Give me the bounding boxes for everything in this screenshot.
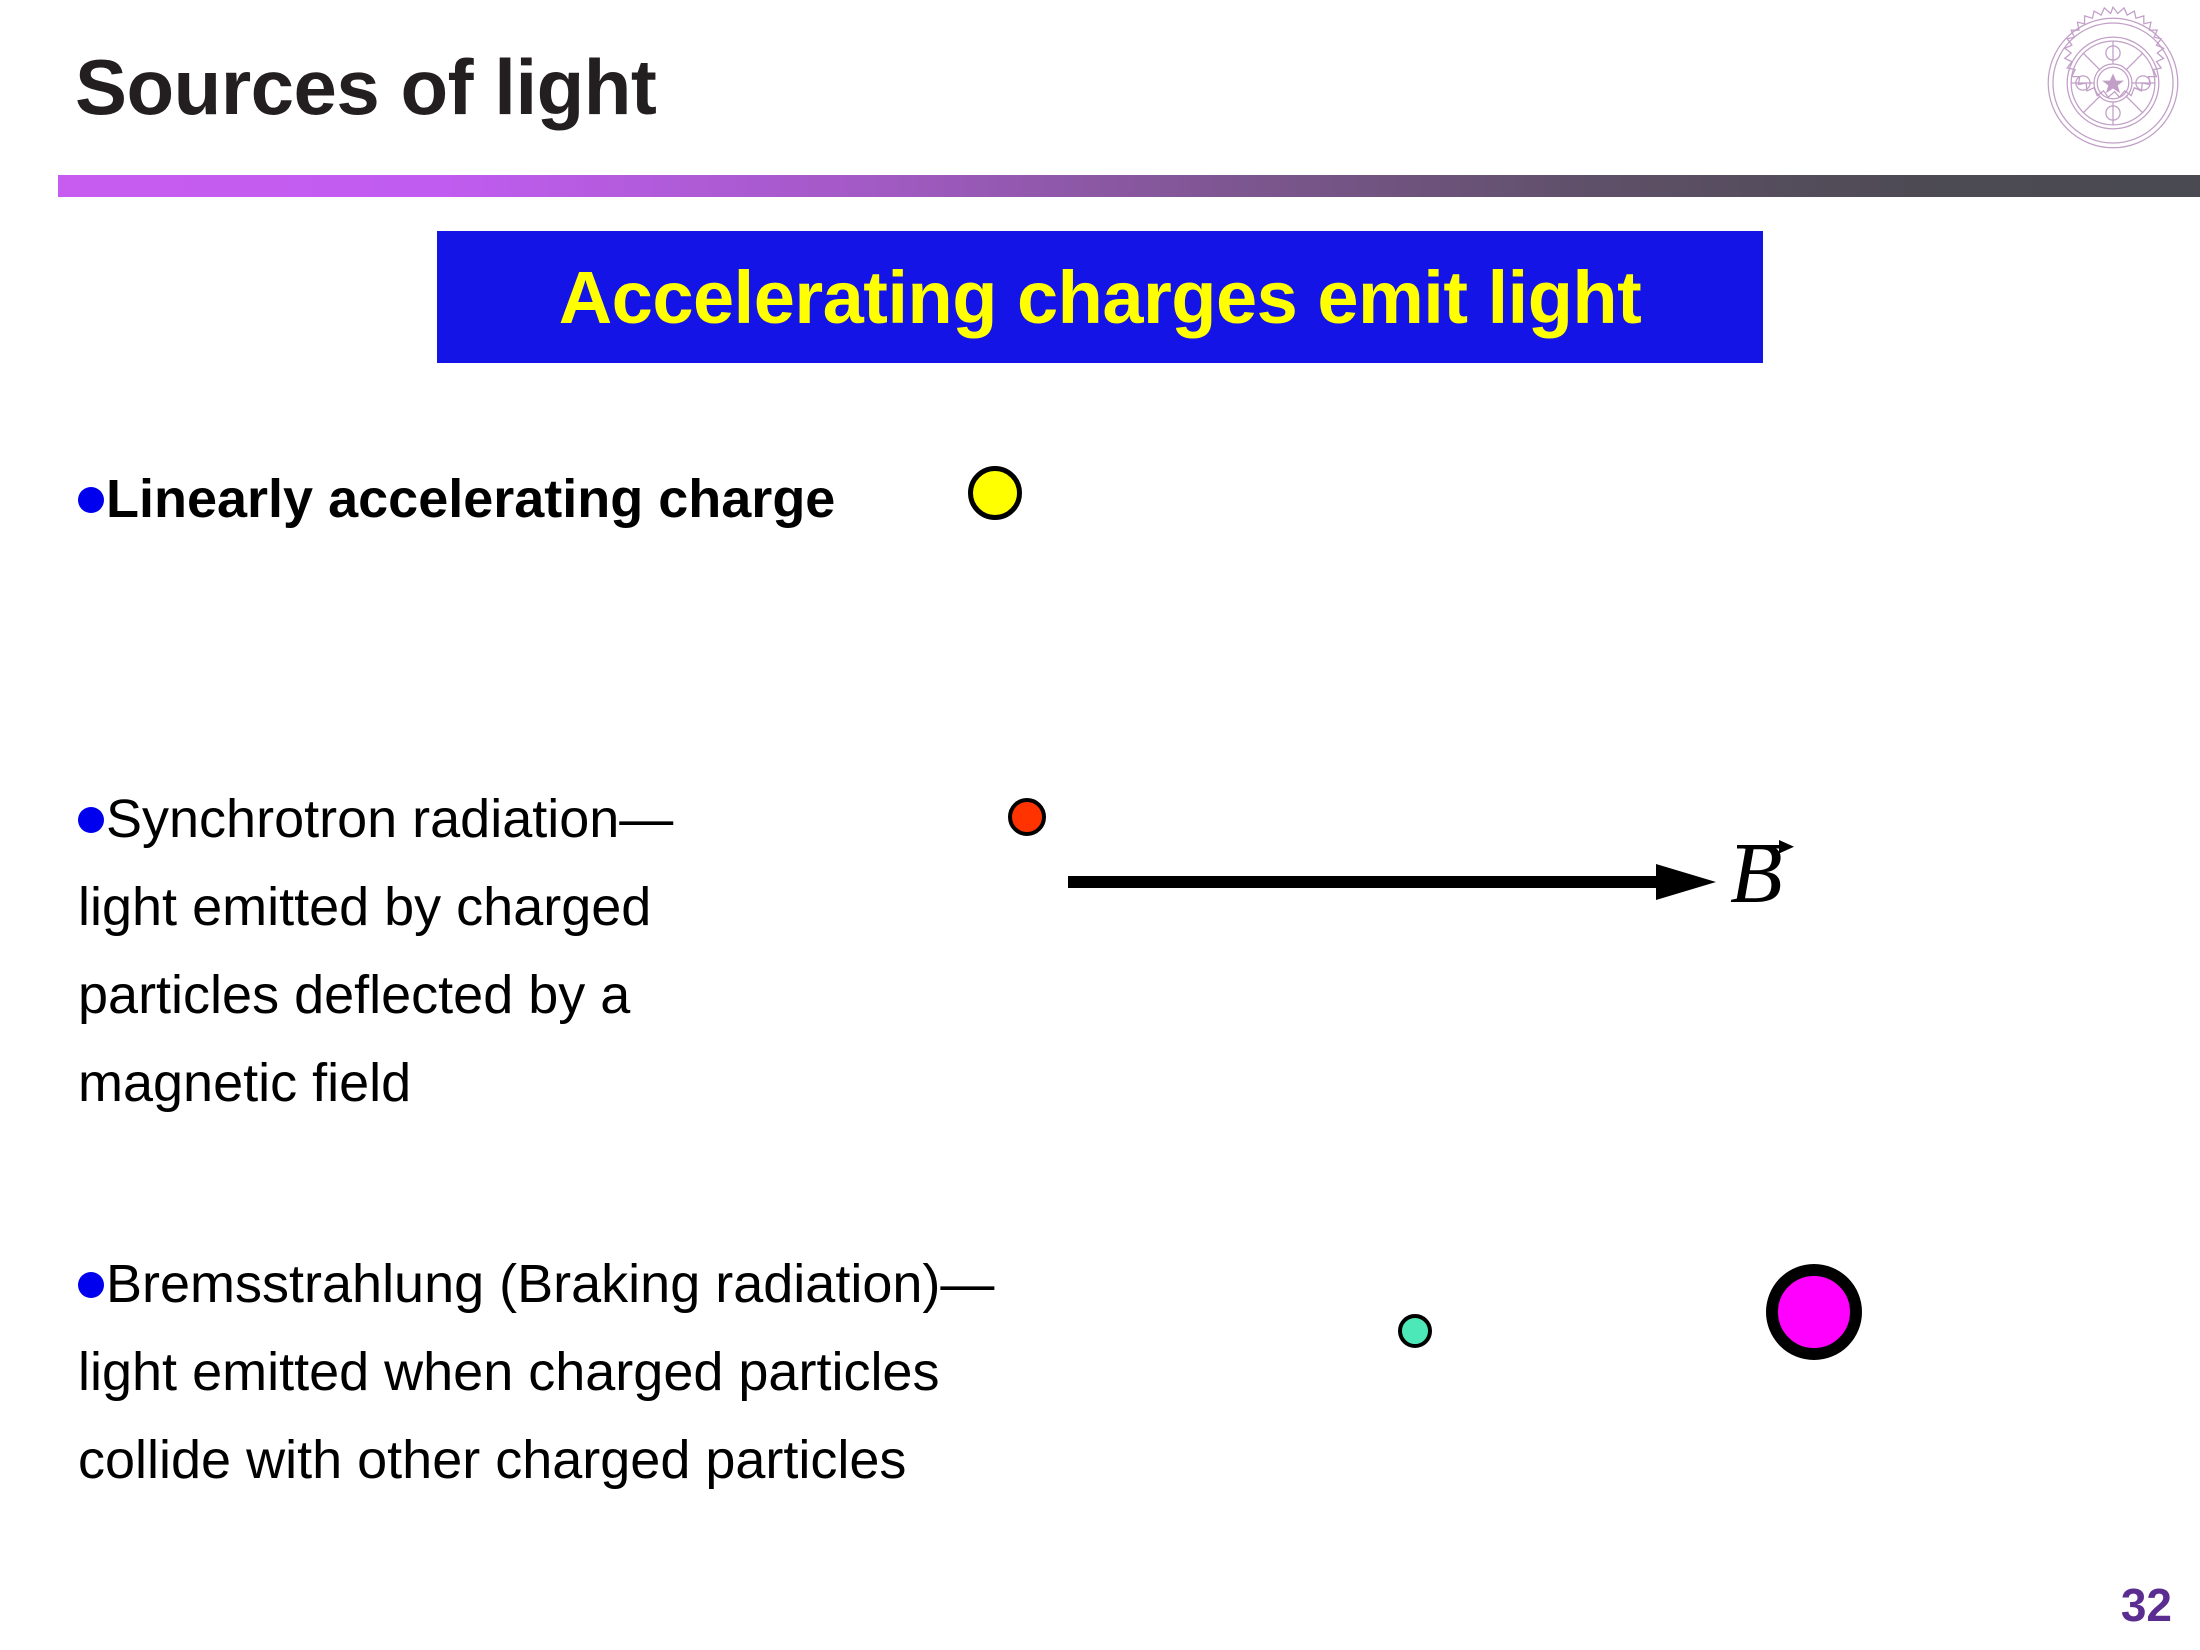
bullet-3-line-1-row: Bremsstrahlung (Braking radiation)—: [78, 1240, 1238, 1328]
bullet-dot-icon: [78, 487, 104, 513]
bullet-2-line-1: Synchrotron radiation—: [106, 789, 674, 849]
synchrotron-charge-particle: [1008, 798, 1046, 836]
banner-text: Accelerating charges emit light: [558, 255, 1642, 339]
magnetic-field-arrow-icon: [1068, 864, 1716, 900]
target-charge-particle: [1766, 1264, 1862, 1360]
bullet-2-line-1-row: Synchrotron radiation—: [78, 775, 898, 863]
bullet-2-line-2: light emitted by charged: [78, 877, 652, 937]
linearly-accelerating-charge-particle: [968, 466, 1022, 520]
b-vector-overarrow-icon: [1737, 840, 1794, 854]
bullet-dot-icon: [78, 1272, 104, 1298]
bullet-2-line-4: magnetic field: [78, 1053, 412, 1113]
magnetic-field-label: B: [1730, 825, 1783, 921]
bullet-3-line-1: Bremsstrahlung (Braking radiation)—: [106, 1254, 995, 1314]
incident-charge-particle: [1398, 1314, 1432, 1348]
page-title: Sources of light: [75, 43, 657, 131]
bullet-3-line-2: light emitted when charged particles: [78, 1342, 940, 1402]
bullet-dot-icon: [78, 807, 104, 833]
title-gradient-rule: [58, 175, 2200, 197]
bullet-linearly-accelerating-charge: Linearly accelerating charge: [78, 455, 835, 543]
bullet-2-line-3: particles deflected by a: [78, 965, 631, 1025]
bullet-3-line-3: collide with other charged particles: [78, 1430, 907, 1490]
bullet-bremsstrahlung: Bremsstrahlung (Braking radiation)— ligh…: [78, 1240, 1238, 1504]
tsinghua-university-seal-icon: [2047, 5, 2179, 149]
banner-accelerating-charges: Accelerating charges emit light: [437, 231, 1763, 363]
bullet-1-line-1: Linearly accelerating charge: [106, 469, 836, 529]
page-number: 32: [2120, 1579, 2172, 1631]
bullet-synchrotron-radiation: Synchrotron radiation— light emitted by …: [78, 775, 898, 1127]
